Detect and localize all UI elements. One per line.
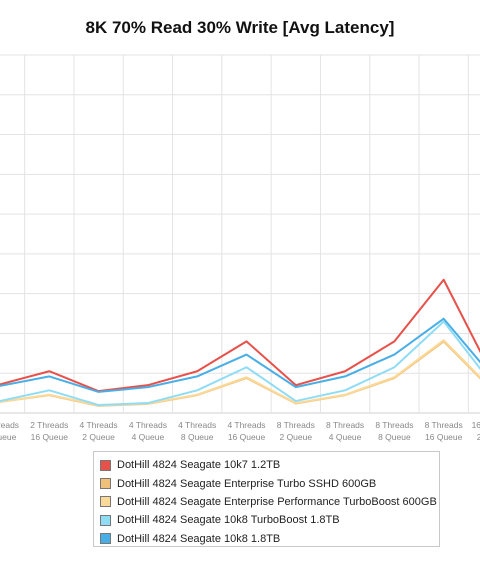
x-tick-label: 8 Threads: [277, 420, 315, 430]
legend-swatch: [100, 496, 111, 508]
x-tick-label: 4 Queue: [329, 432, 362, 442]
x-tick-label: 4 Threads: [178, 420, 216, 430]
legend-swatch: [100, 478, 111, 490]
legend-swatch: [100, 459, 111, 471]
series-line-5: [0, 317, 480, 393]
x-tick-label: 8 Queue: [0, 432, 17, 442]
legend-item: DotHill 4824 Seagate 10k8 1.8TB: [100, 530, 439, 548]
grid-lines: [0, 54, 480, 414]
legend: DotHill 4824 Seagate 10k7 1.2TB DotHill 4…: [93, 451, 440, 547]
x-tick-label: 16 Queue: [31, 432, 69, 442]
x-tick-label: 2 Threads: [0, 420, 19, 430]
legend-label: DotHill 4824 Seagate Enterprise Turbo SS…: [117, 477, 377, 490]
legend-label: DotHill 4824 Seagate 10k7 1.2TB: [117, 459, 281, 472]
x-tick-label: 16 Queue: [228, 432, 266, 442]
legend-item: DotHill 4824 Seagate 10k8 TurboBoost 1.8…: [100, 511, 439, 529]
x-tick-label: 16 Queue: [425, 432, 463, 442]
x-tick-label: 8 Queue: [378, 432, 411, 442]
legend-label: DotHill 4824 Seagate Enterprise Performa…: [117, 495, 437, 508]
x-axis-tick-labels: 2 Threads 8 Queue 2 Threads 16 Queue 4 Threa…: [0, 420, 480, 442]
x-tick-label: 2 Queue: [279, 432, 312, 442]
legend-item: DotHill 4824 Seagate Enterprise Performa…: [100, 493, 439, 511]
x-tick-label: 8 Queue: [181, 432, 214, 442]
x-tick-label: 8 Threads: [326, 420, 364, 430]
x-tick-label: 2 Threads: [30, 420, 68, 430]
x-tick-label: 4 Queue: [132, 432, 165, 442]
series-line-3: [0, 339, 480, 407]
legend-label: DotHill 4824 Seagate 10k8 1.8TB: [117, 532, 281, 545]
x-tick-label: 4 Threads: [227, 420, 265, 430]
x-tick-label: 2 Queue: [477, 432, 480, 442]
legend-item: DotHill 4824 Seagate 10k7 1.2TB: [100, 456, 439, 474]
x-tick-label: 8 Threads: [425, 420, 463, 430]
chart-title: 8K 70% Read 30% Write [Avg Latency]: [85, 18, 395, 37]
x-tick-label: 4 Threads: [129, 420, 167, 430]
x-tick-label: 16 Threads: [472, 420, 480, 430]
legend-item: DotHill 4824 Seagate Enterprise Turbo SS…: [100, 474, 439, 492]
series-line-1: [0, 278, 480, 393]
x-tick-label: 4 Threads: [80, 420, 118, 430]
x-tick-label: 2 Queue: [82, 432, 115, 442]
legend-swatch: [100, 533, 111, 545]
legend-label: DotHill 4824 Seagate 10k8 TurboBoost 1.8…: [117, 514, 340, 527]
series-line-4: [0, 320, 480, 407]
series-lines: [0, 278, 480, 407]
legend-swatch: [100, 514, 111, 526]
line-chart: 2 Threads 8 Queue 2 Threads 16 Queue 4 Threa…: [0, 54, 480, 442]
x-tick-label: 8 Threads: [375, 420, 413, 430]
